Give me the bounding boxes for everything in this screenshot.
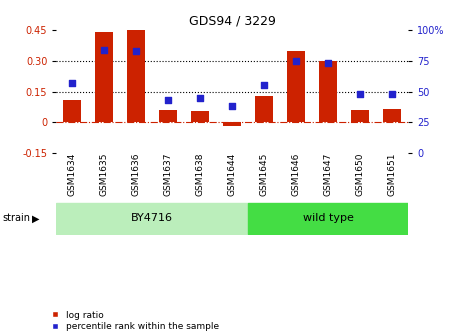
Point xyxy=(325,60,332,66)
Point xyxy=(132,48,140,54)
Point xyxy=(165,97,172,103)
Point xyxy=(68,80,76,86)
Bar xyxy=(248,204,408,234)
Point xyxy=(100,47,108,52)
Text: strain: strain xyxy=(2,213,30,223)
Text: GSM1635: GSM1635 xyxy=(100,153,109,196)
Point xyxy=(292,58,300,64)
Bar xyxy=(128,30,145,122)
Bar xyxy=(351,110,369,122)
Text: wild type: wild type xyxy=(303,213,354,223)
Text: GSM1646: GSM1646 xyxy=(292,153,301,196)
Text: GSM1645: GSM1645 xyxy=(260,153,269,196)
Point xyxy=(228,103,236,109)
Bar xyxy=(383,109,401,122)
Text: GSM1647: GSM1647 xyxy=(324,153,333,196)
Text: GSM1644: GSM1644 xyxy=(227,153,237,196)
Text: ▶: ▶ xyxy=(32,213,39,223)
Legend: log ratio, percentile rank within the sample: log ratio, percentile rank within the sa… xyxy=(52,311,219,332)
Point xyxy=(197,95,204,100)
Bar xyxy=(159,110,177,122)
Bar xyxy=(287,51,305,122)
Text: GSM1637: GSM1637 xyxy=(164,153,173,196)
Bar xyxy=(191,111,209,122)
Point xyxy=(356,91,364,97)
Point xyxy=(388,91,396,97)
Bar xyxy=(223,122,241,126)
Text: BY4716: BY4716 xyxy=(131,213,173,223)
Bar xyxy=(56,204,248,234)
Bar xyxy=(96,32,113,122)
Title: GDS94 / 3229: GDS94 / 3229 xyxy=(189,15,276,28)
Text: GSM1651: GSM1651 xyxy=(387,153,397,196)
Bar xyxy=(63,100,81,122)
Point xyxy=(260,83,268,88)
Text: GSM1634: GSM1634 xyxy=(68,153,77,196)
Text: GSM1636: GSM1636 xyxy=(132,153,141,196)
Text: GSM1638: GSM1638 xyxy=(196,153,204,196)
Bar xyxy=(319,61,337,122)
Bar xyxy=(255,95,273,122)
Text: GSM1650: GSM1650 xyxy=(356,153,364,196)
